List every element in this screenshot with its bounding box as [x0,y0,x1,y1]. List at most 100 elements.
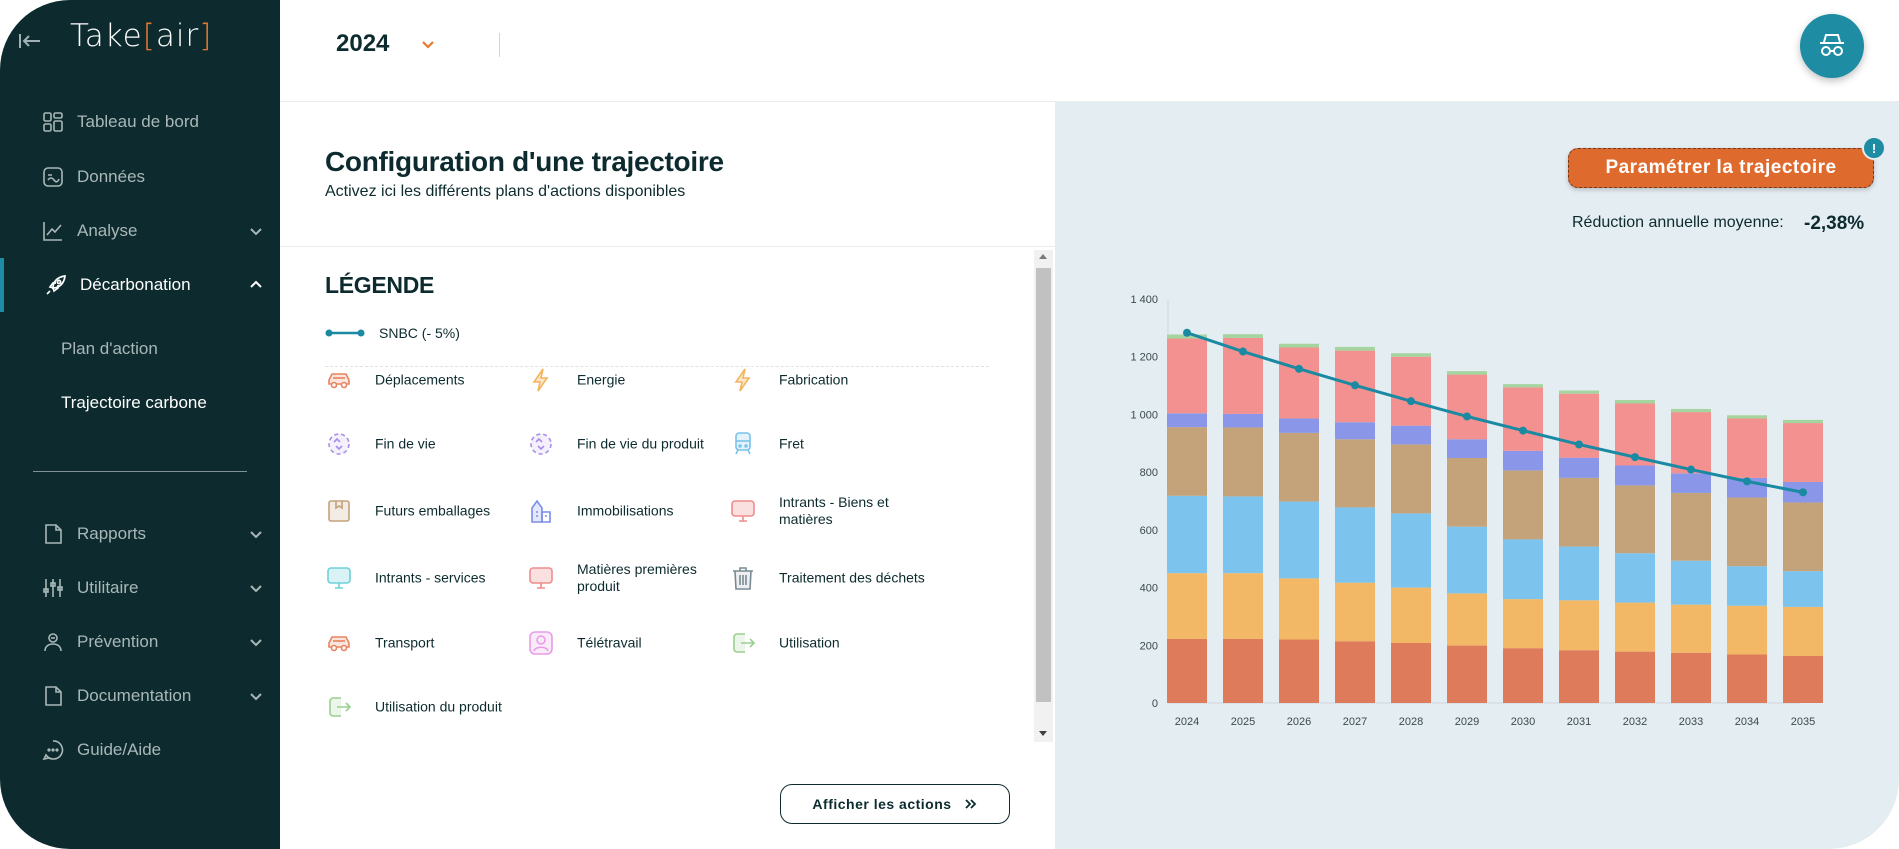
x-tick-label: 2025 [1231,716,1255,728]
year-select[interactable]: 2024 [336,30,389,58]
sidebar-item-decarbonation[interactable]: Décarbonation [0,258,280,312]
sidebar-divider [33,471,247,472]
snbc-point [1799,488,1807,497]
x-tick-label: 2028 [1399,716,1423,728]
y-tick-label: 200 [1140,640,1158,652]
bar-segment [1503,539,1543,600]
legend-item-label: Télétravail [577,634,642,651]
y-tick-label: 600 [1140,525,1158,537]
sidebar-item-donnees[interactable]: Données [0,150,280,204]
sidebar-item-tableau-de-bord[interactable]: Tableau de bord [0,95,280,149]
legend-title: LÉGENDE [325,272,435,298]
incognito-user-button[interactable] [1800,14,1864,78]
legend-item-label: Fret [779,435,804,452]
legend-item: Fret [729,424,929,464]
sidebar-item-analyse[interactable]: Analyse [0,204,280,258]
bar-segment [1615,553,1655,603]
x-tick-label: 2034 [1735,716,1759,728]
bar-segment [1391,356,1431,426]
reduction-label: Réduction annuelle moyenne: [1572,214,1784,231]
x-tick-label: 2035 [1791,716,1815,728]
exit-icon [325,693,353,721]
bar-segment [1783,655,1823,703]
bar-segment [1335,439,1375,508]
chart-line-icon [42,220,64,242]
monitor-icon [527,564,555,592]
y-tick-label: 1 400 [1130,294,1158,306]
reduction-value: -2,38% [1804,213,1865,234]
bar-segment [1783,502,1823,572]
snbc-point [1575,440,1583,449]
legend-item: Fin de vie [325,424,525,464]
legend-item-label: Futurs emballages [375,502,491,519]
x-tick-label: 2033 [1679,716,1703,728]
legend-item-label: Déplacements [375,371,465,388]
bar-segment [1671,412,1711,474]
train-icon [729,430,757,458]
chevron-down-icon[interactable] [420,38,436,52]
collapse-sidebar-icon[interactable] [18,30,44,52]
document-icon [42,685,64,707]
sidebar-item-documentation[interactable]: Documentation [0,669,280,723]
scroll-up-icon[interactable] [1039,254,1047,259]
sidebar-item-prevention[interactable]: Prévention [0,615,280,669]
legend-scrollbar[interactable] [1034,250,1053,742]
legend-item-label: Fabrication [779,371,849,388]
bar-segment [1447,593,1487,646]
sidebar-subitem-plan-action[interactable]: Plan d'action [61,339,158,358]
snbc-point [1239,347,1247,356]
legend-item: Fin de vie du produit [527,424,727,464]
bar-segment [1167,495,1207,574]
bar-segment [1727,566,1767,606]
dashboard-icon [42,111,64,133]
configure-trajectory-button[interactable]: Paramétrer la trajectoire [1568,148,1874,188]
bar-segment [1335,641,1375,703]
snbc-point [1295,364,1303,373]
bar-segment [1279,347,1319,419]
year-value: 2024 [336,30,390,57]
box-icon [325,497,353,525]
snbc-point [1519,426,1527,435]
bar-segment [1223,638,1263,703]
bar-segment [1559,546,1599,601]
sidebar: Take[air] Tableau de bord Données Analys… [0,0,280,849]
scrollbar-thumb[interactable] [1036,268,1051,702]
sidebar-item-guide-aide[interactable]: Guide/Aide [0,723,280,777]
bar-segment [1559,600,1599,651]
chevron-down-icon [248,634,264,650]
bar-segment [1503,450,1543,471]
chevron-down-icon [248,526,264,542]
sidebar-subitem-trajectoire-carbone[interactable]: Trajectoire carbone [61,393,207,412]
x-tick-label: 2024 [1175,716,1199,728]
person-icon [527,629,555,657]
logo: Take[air] [70,18,213,54]
bar-segment [1447,439,1487,459]
sidebar-item-rapports[interactable]: Rapports [0,507,280,561]
chevron-up-icon [248,277,264,293]
user-shield-icon [42,631,64,653]
bar-segment [1503,387,1543,451]
scroll-down-icon[interactable] [1039,731,1047,736]
trajectory-chart: 0 200 400 600 800 1 000 1 200 1 400 2024 2025 2026… [1130,294,1823,728]
sidebar-item-utilitaire[interactable]: Utilitaire [0,561,280,615]
bar-segment [1447,374,1487,440]
info-badge: ! [1862,136,1886,160]
y-tick-label: 1 200 [1130,352,1158,364]
incognito-icon [1820,34,1844,56]
bar-segment [1279,578,1319,640]
bar-segment [1167,573,1207,639]
x-tick-label: 2026 [1287,716,1311,728]
document-icon [42,523,64,545]
legend-item: Fabrication [729,360,929,400]
topbar: 2024 [280,0,1899,102]
bar-segment [1615,485,1655,554]
data-icon [42,166,64,188]
bar-segment [1223,334,1263,338]
recycle-icon [527,430,555,458]
snbc-point [1183,328,1191,337]
bar-segment [1223,573,1263,639]
bar-segment [1783,419,1823,424]
legend-item: Utilisation [729,623,929,663]
snbc-point [1631,453,1639,462]
show-actions-button[interactable]: Afficher les actions [780,784,1010,824]
